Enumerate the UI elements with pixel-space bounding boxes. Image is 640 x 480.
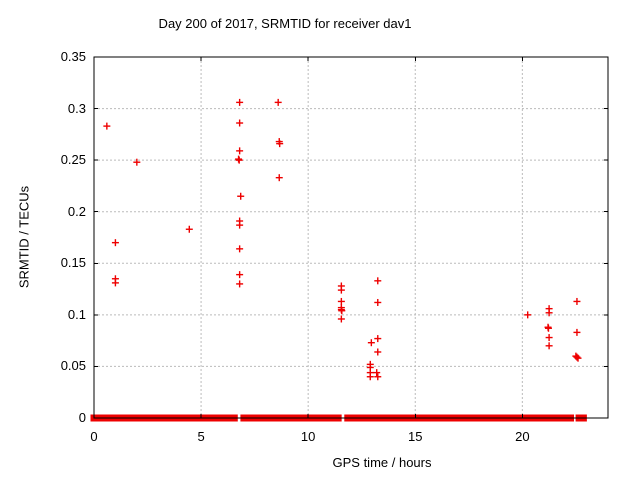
y-tick-label: 0.3 — [67, 100, 86, 116]
y-axis-label: SRMTID / TECUs — [16, 185, 32, 289]
y-tick-label: 0.1 — [67, 306, 86, 322]
x-tick-label: 15 — [408, 429, 423, 444]
y-tick-label: 0.35 — [60, 49, 86, 64]
x-tick-label: 20 — [515, 429, 530, 444]
x-tick-label: 0 — [90, 429, 98, 444]
chart-title: Day 200 of 2017, SRMTID for receiver dav… — [158, 16, 412, 31]
y-tick-label: 0.15 — [60, 255, 86, 271]
y-tick-label: 0 — [78, 410, 86, 425]
x-tick-label: 10 — [300, 429, 316, 444]
y-tick-label: 0.05 — [60, 358, 86, 374]
y-tick-label: 0.25 — [60, 152, 86, 168]
y-tick-label: 0.2 — [67, 203, 86, 219]
plot-frame — [93, 56, 609, 419]
x-tick-label: 5 — [197, 429, 205, 444]
x-axis-label: GPS time / hours — [332, 455, 432, 470]
